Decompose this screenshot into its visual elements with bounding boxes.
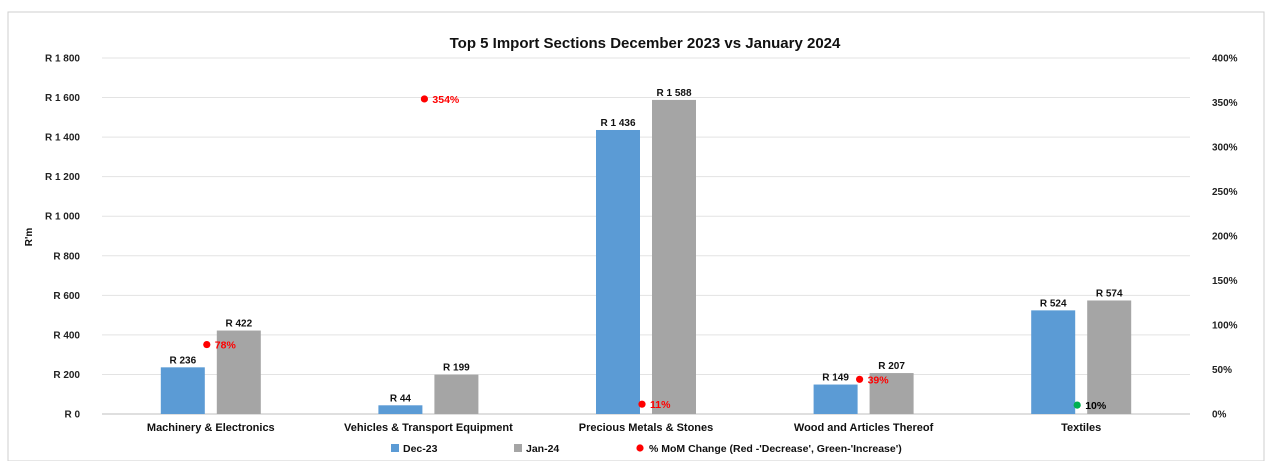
bar-dec-23 — [160, 367, 205, 414]
data-label: R 1 436 — [600, 118, 635, 129]
data-label: R 422 — [225, 319, 252, 330]
y2-tick-label: 200% — [1212, 232, 1238, 243]
data-label: R 149 — [822, 373, 849, 384]
bar-dec-23 — [1031, 310, 1076, 414]
legend-swatch-jan-24 — [514, 444, 522, 452]
y-tick-label: R 1 400 — [45, 133, 80, 144]
y2-tick-label: 50% — [1212, 365, 1232, 376]
mom-change-point — [1073, 401, 1081, 409]
data-label: R 1 588 — [656, 88, 691, 99]
bar-jan-24 — [434, 374, 479, 414]
y-tick-label: R 0 — [64, 410, 80, 421]
y-axis-label: R'm — [24, 228, 35, 247]
bar-dec-23 — [596, 129, 640, 415]
y2-tick-label: 100% — [1212, 321, 1238, 332]
legend-label-dec-23: Dec-23 — [403, 443, 438, 455]
category-label: Vehicles & Transport Equipment — [344, 422, 513, 434]
y2-tick-label: 300% — [1212, 143, 1238, 154]
y-tick-label: R 1 000 — [45, 212, 80, 223]
data-label: R 44 — [390, 393, 412, 404]
bar-jan-24 — [216, 330, 261, 414]
y-tick-label: R 800 — [53, 251, 80, 262]
y2-tick-label: 250% — [1212, 187, 1238, 198]
mom-change-label: 354% — [432, 94, 460, 106]
legend-label-jan-24: Jan-24 — [526, 443, 559, 455]
bar-jan-24 — [869, 373, 914, 414]
mom-change-label: 10% — [1085, 400, 1107, 412]
data-label: R 524 — [1040, 298, 1067, 309]
y2-tick-label: 0% — [1212, 410, 1227, 421]
data-label: R 207 — [878, 361, 905, 372]
mom-change-point — [856, 375, 864, 383]
y-tick-label: R 1 200 — [45, 172, 80, 183]
data-label: R 236 — [169, 355, 196, 366]
data-label: R 199 — [443, 363, 470, 374]
category-label: Precious Metals & Stones — [579, 422, 714, 434]
data-label: R 574 — [1096, 288, 1123, 299]
mom-change-point — [638, 400, 646, 408]
bar-dec-23 — [378, 405, 423, 414]
mom-change-label: 11% — [650, 399, 671, 411]
legend-swatch-dec-23 — [391, 444, 399, 452]
y-tick-label: R 1 800 — [45, 54, 80, 65]
category-label: Wood and Articles Thereof — [794, 422, 934, 434]
mom-change-label: 39% — [868, 374, 890, 386]
y-tick-label: R 200 — [53, 370, 80, 381]
y-tick-label: R 1 600 — [45, 93, 80, 104]
y2-tick-label: 400% — [1212, 54, 1238, 65]
legend-swatch-mom-change — [636, 444, 644, 452]
y-tick-label: R 400 — [53, 330, 80, 341]
legend-label-mom-change: % MoM Change (Red -'Decrease', Green-'In… — [649, 443, 902, 455]
mom-change-label: 78% — [215, 340, 237, 352]
y2-tick-label: 350% — [1212, 98, 1238, 109]
bar-dec-23 — [813, 384, 858, 414]
chart-title: Top 5 Import Sections December 2023 vs J… — [450, 35, 841, 52]
category-label: Machinery & Electronics — [147, 422, 275, 434]
category-label: Textiles — [1061, 422, 1101, 434]
bar-jan-24 — [1087, 300, 1132, 414]
y-tick-label: R 600 — [53, 291, 80, 302]
bar-jan-24 — [652, 99, 696, 414]
mom-change-point — [420, 95, 428, 103]
mom-change-point — [203, 340, 211, 349]
y2-tick-label: 150% — [1212, 276, 1238, 287]
